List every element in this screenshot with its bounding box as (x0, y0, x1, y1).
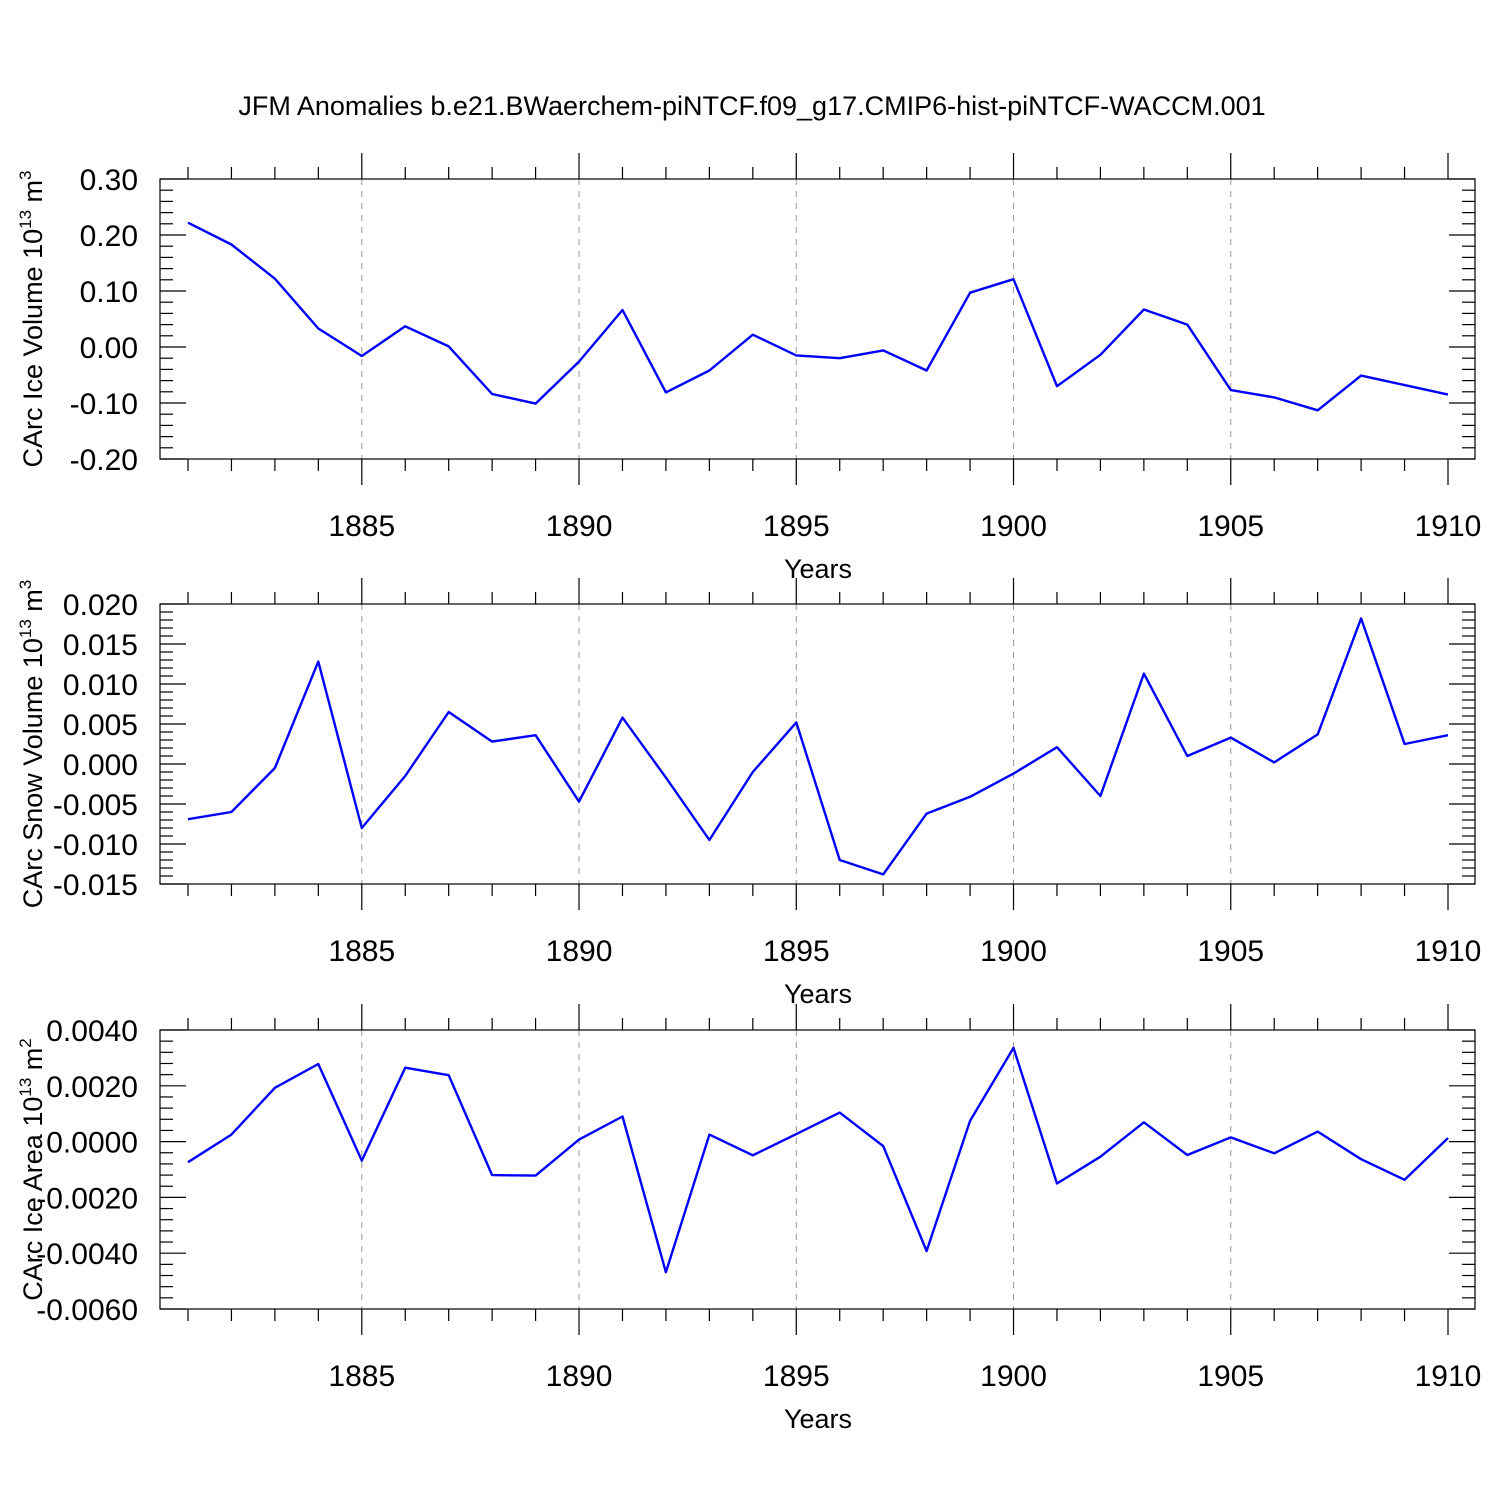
series-line (187, 1046, 1449, 1274)
y-tick-label: 0.10 (80, 276, 138, 309)
y-tick-label: 0.005 (63, 709, 138, 742)
panel-ice-area: -0.0060 -0.0040 -0.0020 0.0000 0.0020 0.0040 1… (16, 1004, 1481, 1434)
y-tick-label: -0.20 (70, 444, 138, 477)
y-axis-title-superscript: 13 (16, 619, 35, 638)
y-tick-label: -0.0020 (36, 1182, 138, 1215)
y-tick-label: 0.020 (63, 589, 138, 622)
y-tick-label: 0.20 (80, 220, 138, 253)
y-tick-label: 0.00 (80, 332, 138, 365)
y-tick-label: 0.000 (63, 749, 138, 782)
panel-ice-volume: -0.20 -0.10 0.00 0.10 0.20 0.30 1885 1890 1895 19… (16, 153, 1481, 584)
x-axis-title: Years (784, 554, 852, 584)
y-axis-title-superscript: 2 (16, 1038, 35, 1047)
y-tick-label: 0.015 (63, 629, 138, 662)
panel-snow-volume: -0.015 -0.010 -0.005 0.000 0.005 0.010 0.015 0.… (16, 578, 1481, 1009)
y-tick-label: 0.0040 (46, 1015, 138, 1048)
y-axis-title-part: CArc Snow Volume 10 (18, 638, 48, 908)
x-axis-title: Years (784, 1404, 852, 1434)
y-tick-label: -0.0060 (36, 1294, 138, 1327)
y-tick-label: -0.010 (53, 829, 138, 862)
plot-frame (159, 178, 1476, 460)
series-line (187, 221, 1449, 412)
y-axis-title-part: m (18, 1048, 48, 1078)
x-tick-label: 1890 (546, 935, 613, 968)
y-axis-title-part: CArc Ice Area 10 (18, 1097, 48, 1301)
x-tick-label: 1900 (980, 1360, 1047, 1393)
y-tick-label: 0.010 (63, 669, 138, 702)
x-tick-label: 1885 (328, 510, 395, 543)
y-tick-label: 0.0020 (46, 1071, 138, 1104)
x-tick-label: 1895 (763, 1360, 830, 1393)
y-axis-title-superscript: 13 (16, 210, 35, 229)
y-tick-label: 0.0000 (46, 1127, 138, 1160)
y-axis-title: CArc Ice Volume 1013 m3 (16, 170, 48, 467)
x-tick-label: 1885 (328, 1360, 395, 1393)
x-tick-label: 1895 (763, 935, 830, 968)
y-tick-label: -0.0040 (36, 1238, 138, 1271)
plot-frame (159, 1029, 1476, 1310)
x-tick-label: 1890 (546, 1360, 613, 1393)
x-tick-label: 1900 (980, 935, 1047, 968)
y-axis-title-superscript: 13 (16, 1078, 35, 1097)
y-axis-title-part: CArc Ice Volume 10 (18, 229, 48, 468)
x-tick-label: 1910 (1415, 510, 1482, 543)
x-tick-label: 1905 (1197, 510, 1264, 543)
x-tick-label: 1910 (1415, 935, 1482, 968)
x-tick-label: 1905 (1197, 1360, 1264, 1393)
y-axis-title: CArc Ice Area 1013 m2 (16, 1038, 48, 1301)
y-axis-title-part: m (18, 180, 48, 210)
y-axis-title: CArc Snow Volume 1013 m3 (16, 580, 48, 909)
y-tick-label: 0.30 (80, 164, 138, 197)
y-tick-label: -0.005 (53, 789, 138, 822)
figure-title: JFM Anomalies b.e21.BWaerchem-piNTCF.f09… (238, 91, 1265, 121)
x-axis-title: Years (784, 979, 852, 1009)
x-tick-label: 1910 (1415, 1360, 1482, 1393)
y-tick-label: -0.015 (53, 869, 138, 902)
x-tick-label: 1885 (328, 935, 395, 968)
x-tick-label: 1905 (1197, 935, 1264, 968)
series-line (187, 617, 1449, 876)
plot-frame (159, 603, 1476, 885)
y-tick-label: -0.10 (70, 388, 138, 421)
x-tick-label: 1890 (546, 510, 613, 543)
y-axis-title-superscript: 3 (16, 170, 35, 179)
y-axis-title-superscript: 3 (16, 580, 35, 589)
y-axis-title-part: m (18, 589, 48, 619)
x-tick-label: 1895 (763, 510, 830, 543)
x-tick-label: 1900 (980, 510, 1047, 543)
